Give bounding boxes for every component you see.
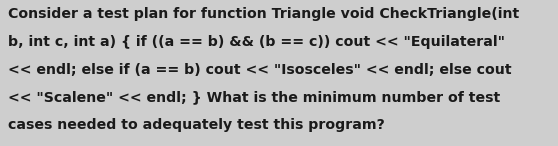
Text: Consider a test plan for function Triangle void CheckTriangle(int: Consider a test plan for function Triang…	[8, 7, 519, 21]
Text: b, int c, int a) { if ((a == b) && (b == c)) cout << "Equilateral": b, int c, int a) { if ((a == b) && (b ==…	[8, 35, 506, 49]
Text: cases needed to adequately test this program?: cases needed to adequately test this pro…	[8, 118, 385, 132]
Text: << endl; else if (a == b) cout << "Isosceles" << endl; else cout: << endl; else if (a == b) cout << "Isosc…	[8, 63, 512, 77]
Text: << "Scalene" << endl; } What is the minimum number of test: << "Scalene" << endl; } What is the mini…	[8, 91, 501, 105]
